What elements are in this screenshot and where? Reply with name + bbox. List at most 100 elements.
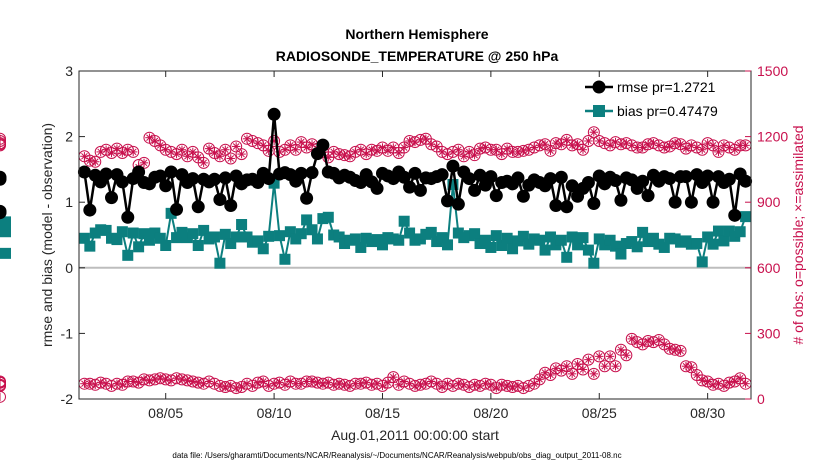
count-assimilated-arm (81, 152, 88, 160)
count-assimilated-arm (216, 152, 224, 160)
rmse-point (316, 138, 330, 152)
count-assimilated-lower-point (389, 372, 398, 382)
count-assimilated-point (329, 147, 338, 157)
count-assimilated-lower-point (643, 336, 653, 346)
rmse-point (462, 172, 476, 186)
count-assimilated-lower-arm (400, 378, 408, 385)
count-assimilated-lower-point (638, 340, 647, 349)
rmse-point (581, 176, 595, 190)
bias-point (0, 247, 11, 259)
rmse-point (159, 179, 173, 193)
count-assimilated-arm (146, 134, 153, 142)
count-assimilated-lower-arm (173, 374, 180, 382)
count-assimilated-arm (341, 151, 348, 159)
count-assimilated-arm (623, 139, 630, 147)
count-assimilated-arm (541, 140, 549, 148)
bias-point (702, 231, 714, 243)
count-assimilated-lower-point (589, 369, 599, 379)
count-possible-lower-point (0, 390, 6, 403)
plot-area: 08/05 08/10 08/15 08/20 08/25 08/30 -2 -1 0 1 2 3 0 3… (0, 63, 788, 421)
count-assimilated-lower-arm (601, 362, 609, 370)
count-assimilated-lower-arm (146, 377, 153, 384)
rmse-point (722, 172, 736, 186)
count-assimilated-lower-arm (633, 338, 641, 346)
legend: rmse pr=1.2721 bias pr=0.47479 (583, 77, 745, 125)
rmse-point (587, 197, 601, 211)
count-assimilated-arm (330, 148, 338, 156)
count-assimilated-lower-point (622, 351, 631, 360)
bias-point (658, 241, 670, 253)
rmse-point (636, 174, 650, 188)
count-assimilated-arm (156, 142, 164, 149)
bias-point (593, 233, 605, 245)
legend-box (583, 77, 745, 125)
y-tick-label: 0 (65, 260, 73, 276)
bias-point (355, 241, 367, 253)
count-assimilated-point (519, 146, 528, 156)
count-assimilated-lower-arm (655, 336, 663, 344)
count-assimilated-arm (579, 146, 587, 154)
count-assimilated-lower-arm (124, 378, 132, 385)
count-assimilated-lower-arm (292, 380, 300, 388)
count-assimilated-lower-arm (379, 382, 386, 390)
count-assimilated-lower-arm (671, 346, 679, 354)
count-assimilated-arm (482, 144, 489, 151)
count-assimilated-arm (389, 144, 397, 151)
x-tick-label: 08/10 (257, 405, 292, 421)
count-assimilated-point (112, 144, 122, 153)
bias-point (274, 230, 286, 242)
count-assimilated-lower-arm (715, 380, 722, 388)
count-assimilated-lower-point (231, 383, 241, 393)
count-assimilated-arm (438, 148, 446, 156)
count-assimilated-arm (509, 148, 516, 156)
count-assimilated-point (280, 145, 290, 154)
count-assimilated-lower-arm (688, 363, 695, 371)
bias-point (691, 238, 703, 250)
count-assimilated-lower-point (318, 379, 328, 388)
bias-point (490, 230, 502, 242)
count-possible-point (138, 156, 151, 169)
count-assimilated-lower-point (269, 379, 279, 388)
count-assimilated-arm (720, 142, 728, 149)
bias-point (165, 207, 177, 219)
count-assimilated-lower-arm (725, 379, 733, 386)
bias-point (615, 248, 627, 260)
count-assimilated-lower-point (676, 346, 685, 356)
count-assimilated-lower-arm (362, 379, 370, 386)
count-assimilated-lower-point (578, 365, 588, 374)
bias-point (78, 232, 90, 244)
count-assimilated-lower-point (600, 362, 609, 371)
count-assimilated-arm (693, 144, 701, 151)
count-assimilated-arm (200, 159, 207, 167)
count-assimilated-lower-point (383, 378, 393, 387)
count-assimilated-lower-arm (249, 382, 256, 390)
rmse-point (132, 165, 146, 179)
count-assimilated-point (567, 141, 577, 150)
count-assimilated-arm (243, 135, 251, 143)
count-assimilated-lower-arm (623, 351, 630, 359)
count-assimilated-arm (91, 158, 99, 166)
count-assimilated-point (432, 142, 441, 151)
rmse-point (99, 167, 113, 181)
count-assimilated-lower-arm (585, 356, 592, 363)
bias-point (322, 211, 334, 223)
rmse-point (701, 169, 715, 183)
bias-point (268, 177, 280, 189)
rmse-point (164, 165, 178, 179)
bias-point (436, 232, 448, 244)
bias-point (561, 251, 573, 263)
rmse-point (105, 191, 119, 205)
count-assimilated-arm (417, 136, 424, 144)
count-assimilated-arm (162, 146, 170, 154)
count-assimilated-lower-point (660, 340, 669, 349)
count-assimilated-lower-arm (189, 378, 197, 385)
bias-point (577, 232, 589, 244)
count-assimilated-lower-arm (438, 383, 446, 391)
count-assimilated-arm (704, 139, 711, 147)
count-assimilated-lower-point (611, 362, 620, 371)
count-assimilated-lower-arm (156, 374, 164, 382)
legend-rmse-marker (592, 80, 606, 94)
count-assimilated-arm (232, 143, 240, 150)
bias-point (198, 224, 210, 236)
